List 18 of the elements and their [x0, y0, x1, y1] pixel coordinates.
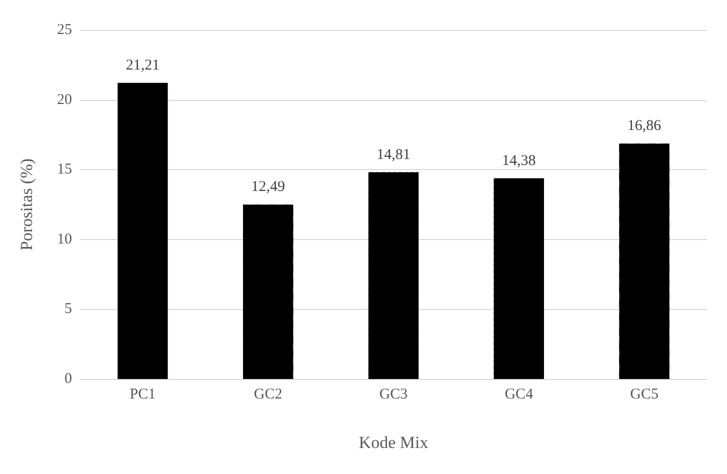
y-tick-label: 5 — [64, 301, 72, 318]
x-tick-label: GC4 — [504, 386, 534, 402]
data-label: 14,38 — [502, 152, 536, 169]
x-tick-label: GC3 — [379, 386, 408, 402]
y-tick-label: 0 — [64, 371, 72, 387]
x-tick-label: GC5 — [630, 386, 658, 402]
y-tick-label: 10 — [57, 231, 72, 248]
data-label: 16,86 — [627, 118, 662, 134]
x-tick-label: GC2 — [254, 386, 282, 402]
data-label: 21,21 — [126, 57, 160, 74]
y-tick-label: 20 — [57, 92, 72, 108]
y-axis-title: Porositas (%) — [17, 158, 36, 251]
data-label: 12,49 — [251, 179, 285, 196]
y-tick-label: 15 — [57, 162, 72, 178]
x-axis-title: Kode Mix — [358, 433, 429, 452]
x-tick-label: PC1 — [130, 386, 156, 402]
data-label: 14,81 — [376, 146, 410, 163]
y-tick-label: 25 — [57, 22, 72, 38]
